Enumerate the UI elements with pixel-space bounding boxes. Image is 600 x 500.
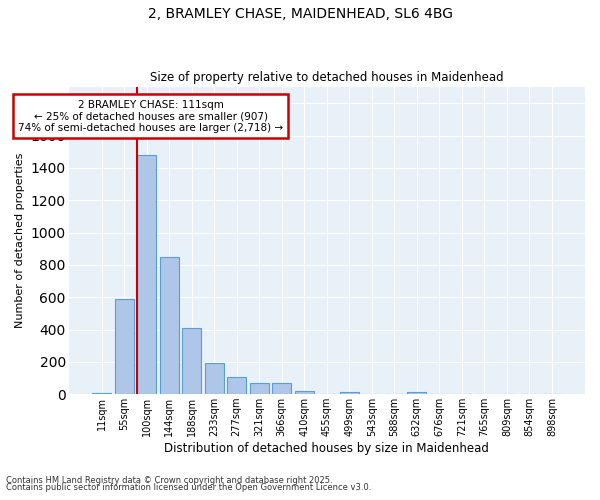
Bar	[160, 257, 179, 394]
Bar	[250, 383, 269, 394]
Text: Contains public sector information licensed under the Open Government Licence v3: Contains public sector information licen…	[6, 484, 371, 492]
Bar	[115, 299, 134, 394]
Bar	[137, 155, 156, 394]
Bar	[407, 392, 427, 394]
Bar	[182, 328, 201, 394]
Title: Size of property relative to detached houses in Maidenhead: Size of property relative to detached ho…	[150, 72, 503, 85]
Bar	[227, 377, 246, 394]
Text: 2 BRAMLEY CHASE: 111sqm
← 25% of detached houses are smaller (907)
74% of semi-d: 2 BRAMLEY CHASE: 111sqm ← 25% of detache…	[18, 100, 283, 133]
Text: Contains HM Land Registry data © Crown copyright and database right 2025.: Contains HM Land Registry data © Crown c…	[6, 476, 332, 485]
Text: 2, BRAMLEY CHASE, MAIDENHEAD, SL6 4BG: 2, BRAMLEY CHASE, MAIDENHEAD, SL6 4BG	[148, 8, 452, 22]
Bar	[272, 383, 292, 394]
Bar	[205, 362, 224, 394]
Bar	[340, 392, 359, 394]
Y-axis label: Number of detached properties: Number of detached properties	[15, 153, 25, 328]
X-axis label: Distribution of detached houses by size in Maidenhead: Distribution of detached houses by size …	[164, 442, 489, 455]
Bar	[295, 391, 314, 394]
